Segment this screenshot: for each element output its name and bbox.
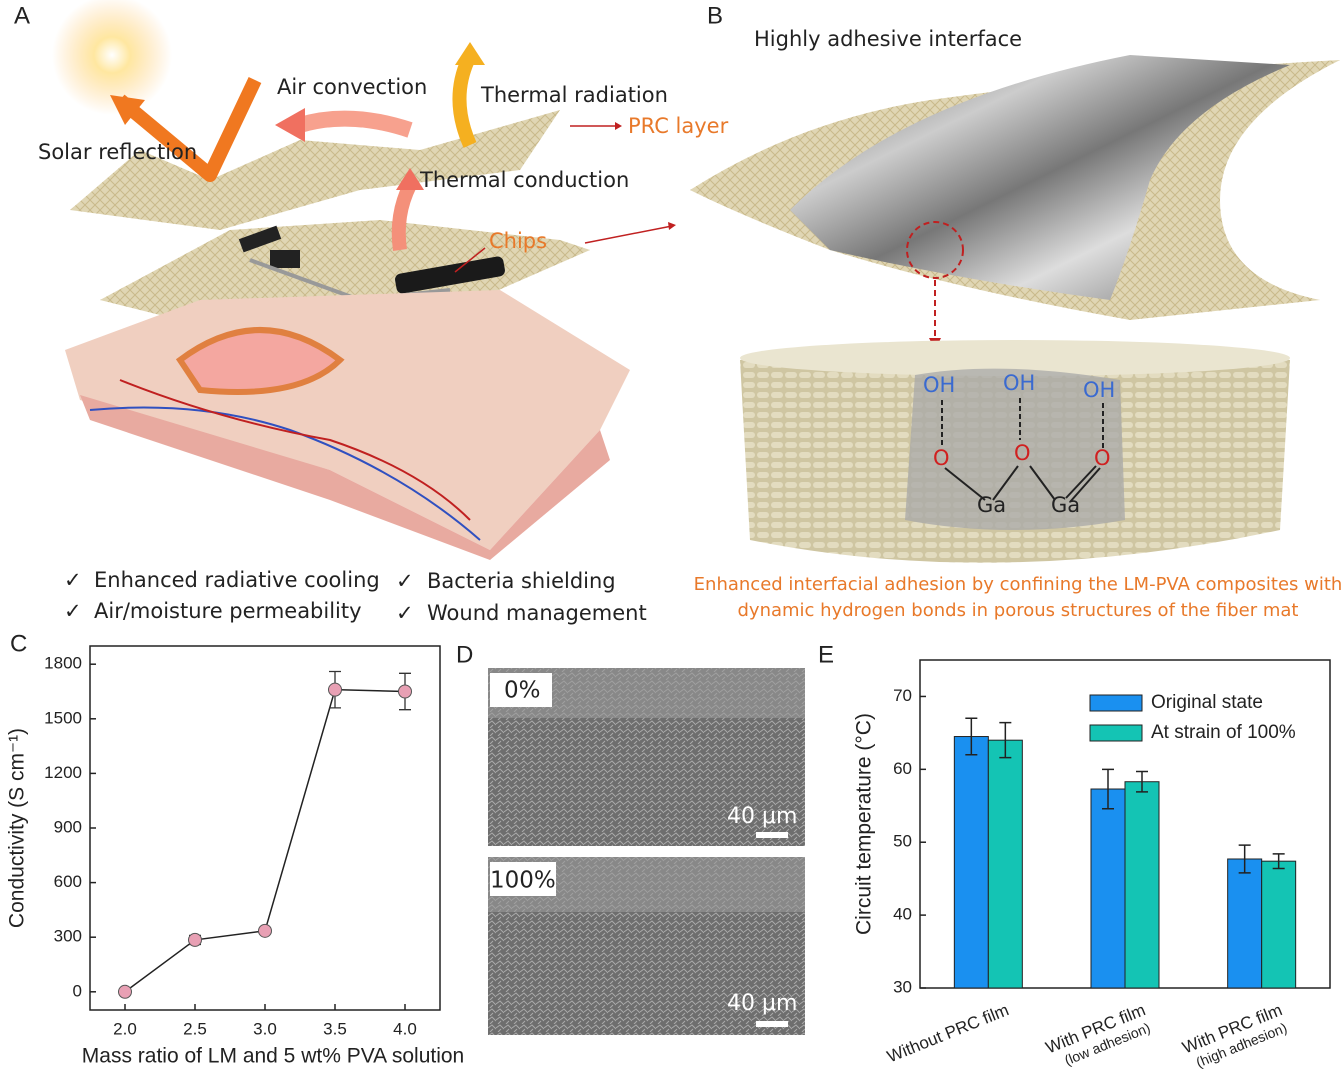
annotation: Solar reflection [38, 140, 197, 164]
x-tick-label: 3.0 [253, 1019, 277, 1038]
annotation: Thermal radiation [480, 83, 668, 107]
annotation: Thermal conduction [419, 168, 629, 192]
y-axis-label: Circuit temperature (°C) [853, 713, 876, 935]
scale-label: 40 μm [727, 991, 797, 1016]
legend-label: Original state [1151, 692, 1263, 713]
bar [1090, 788, 1126, 989]
y-tick-label: 60 [893, 759, 912, 778]
bar [987, 739, 1023, 989]
y-tick-label: 1500 [44, 708, 82, 727]
feature: Air/moisture permeability [94, 599, 362, 623]
panel-label: A [14, 2, 30, 29]
y-tick-label: 1800 [44, 654, 82, 673]
panel-label: B [707, 2, 723, 29]
chem-group: OH [1083, 378, 1115, 402]
data-point [188, 932, 202, 947]
feature-check: ✓ [396, 601, 414, 625]
bar [1227, 858, 1263, 989]
y-axis-label: Conductivity (S cm⁻¹) [6, 728, 29, 928]
error-bar [999, 721, 1012, 759]
annotation: Air convection [277, 75, 427, 99]
feature-check: ✓ [64, 599, 82, 623]
strain-label: 100% [490, 868, 556, 894]
chem-atom: Ga [1051, 493, 1080, 517]
panel-title: Highly adhesive interface [754, 27, 1022, 51]
data-point [328, 682, 342, 697]
panel-label: D [456, 641, 473, 668]
y-tick-label: 50 [893, 832, 912, 851]
x-tick-label: 2.5 [183, 1019, 207, 1038]
callout: Chips [489, 229, 547, 253]
feature-check: ✓ [396, 569, 414, 593]
data-point [398, 684, 412, 699]
legend-swatch [1089, 694, 1143, 712]
chem-atom: O [933, 446, 950, 470]
y-tick-label: 300 [54, 927, 82, 946]
chem-atom: O [1094, 446, 1111, 470]
x-axis-label: Mass ratio of LM and 5 wt% PVA solution [82, 1045, 464, 1068]
chem-group: OH [923, 373, 955, 397]
feature-check: ✓ [64, 568, 82, 592]
y-tick-label: 900 [54, 817, 82, 836]
x-tick-label: Without PRC film [884, 1000, 1011, 1066]
callout: PRC layer [628, 114, 729, 138]
error-bar [1238, 844, 1251, 874]
feature: Wound management [427, 601, 647, 625]
data-line [124, 688, 406, 993]
feature: Enhanced radiative cooling [94, 568, 380, 592]
chem-atom: O [1014, 441, 1031, 465]
chem-atom: Ga [977, 493, 1006, 517]
y-tick-label: 600 [54, 872, 82, 891]
x-tick-label: 3.5 [323, 1019, 347, 1038]
sem-image [488, 857, 805, 1035]
y-tick-label: 0 [73, 981, 82, 1000]
panel-label: C [10, 630, 27, 657]
error-bar [965, 717, 978, 756]
error-bar [1102, 768, 1114, 810]
bar [953, 736, 989, 989]
caption: dynamic hydrogen bonds in porous structu… [738, 600, 1299, 621]
scale-label: 40 μm [727, 804, 797, 829]
legend-swatch [1089, 724, 1143, 742]
chem-group: OH [1003, 371, 1035, 395]
panel-label: E [818, 641, 834, 668]
y-tick-label: 70 [893, 686, 912, 705]
y-tick-label: 40 [893, 905, 912, 924]
legend-label: At strain of 100% [1151, 722, 1296, 743]
plot-frame [89, 645, 441, 1011]
feature: Bacteria shielding [427, 569, 616, 593]
bar [1124, 781, 1160, 989]
error-bar [1272, 853, 1285, 870]
caption: Enhanced interfacial adhesion by confini… [694, 574, 1341, 595]
x-tick-label: 4.0 [393, 1019, 417, 1038]
y-tick-label: 1200 [44, 763, 82, 782]
data-point [118, 984, 132, 999]
error-bar [1136, 770, 1148, 793]
sem-image [488, 668, 805, 846]
strain-label: 0% [504, 678, 541, 704]
x-tick-label: 2.0 [113, 1019, 137, 1038]
y-tick-label: 30 [893, 977, 912, 996]
panel-a-illustration [52, 0, 676, 560]
bar [1261, 860, 1297, 989]
panel-b-illustration [690, 55, 1340, 563]
data-point [258, 923, 272, 938]
